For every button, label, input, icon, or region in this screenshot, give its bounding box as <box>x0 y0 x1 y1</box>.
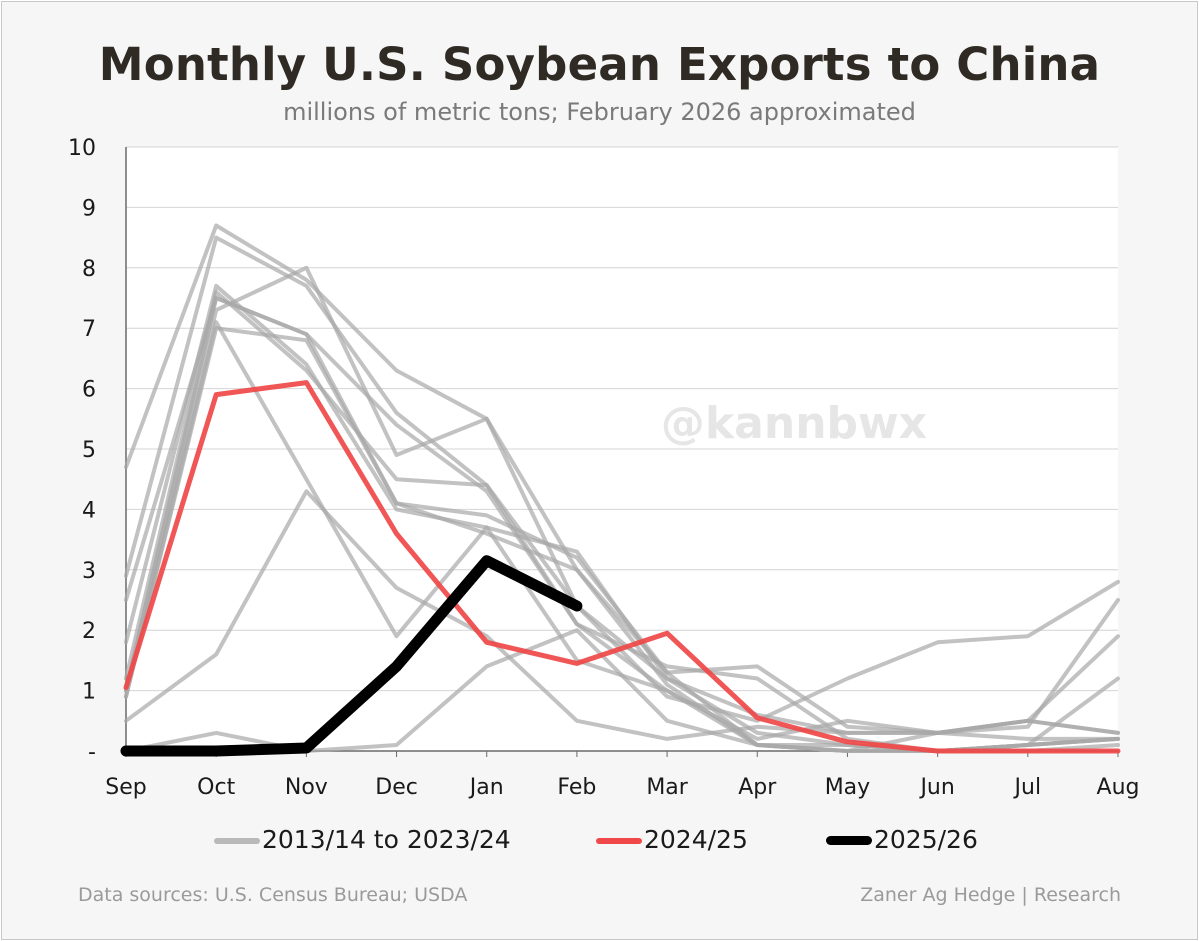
x-tick-label: Dec <box>375 775 418 800</box>
y-tick-label: 1 <box>82 680 96 705</box>
x-tick-label: Oct <box>197 775 235 800</box>
credit-note: Zaner Ag Hedge | Research <box>860 884 1121 906</box>
series-line-2019-20 <box>124 489 1120 741</box>
x-tick-label: Jul <box>1013 775 1042 800</box>
legend-label-2024-25: 2024/25 <box>644 825 748 854</box>
chart-title: Monthly U.S. Soybean Exports to China <box>98 38 1101 91</box>
y-tick-label: 5 <box>82 438 96 463</box>
legend-swatch-2024-25 <box>596 838 642 844</box>
series-line-2025-26 <box>120 555 583 757</box>
y-tick-label: 4 <box>82 498 96 523</box>
y-axis-tick-labels: 10 9 8 7 6 5 4 3 2 1 - <box>68 136 96 765</box>
y-tick-label: 2 <box>82 619 96 644</box>
legend-label-2025-26: 2025/26 <box>874 825 978 854</box>
x-tick-label: May <box>825 775 870 800</box>
legend: 2013/14 to 2023/24 2024/25 2025/26 <box>2 822 1197 862</box>
chart-subtitle: millions of metric tons; February 2026 a… <box>283 98 916 126</box>
y-tick-label: 6 <box>82 378 96 403</box>
y-tick-label: - <box>88 740 96 765</box>
series-line-2024-25 <box>123 380 1121 754</box>
x-tick-label: Apr <box>738 775 777 800</box>
x-tick-label: Aug <box>1097 775 1140 800</box>
x-tick-label: Feb <box>557 775 596 800</box>
x-tick-label: Nov <box>285 775 328 800</box>
legend-swatch-historical <box>214 838 260 844</box>
x-axis-tick-labels: Sep Oct Nov Dec Jan Feb Mar Apr May Jun Jul Aug <box>105 751 1139 800</box>
y-tick-label: 10 <box>68 136 96 161</box>
x-tick-label: Jan <box>468 775 504 800</box>
x-tick-label: Jun <box>918 775 954 800</box>
highlighted-series-lines <box>120 380 1121 757</box>
x-tick-label: Sep <box>105 775 146 800</box>
x-tick-label: Mar <box>646 775 688 800</box>
y-tick-label: 9 <box>82 196 96 221</box>
watermark: @kannbwx <box>661 398 927 449</box>
y-tick-label: 7 <box>82 317 96 342</box>
series-line-2017-18 <box>124 265 1120 723</box>
y-tick-label: 8 <box>82 257 96 282</box>
data-source-note: Data sources: U.S. Census Bureau; USDA <box>78 884 468 906</box>
legend-label-historical: 2013/14 to 2023/24 <box>262 825 511 854</box>
legend-swatch-2025-26 <box>826 836 872 845</box>
y-tick-label: 3 <box>82 559 96 584</box>
